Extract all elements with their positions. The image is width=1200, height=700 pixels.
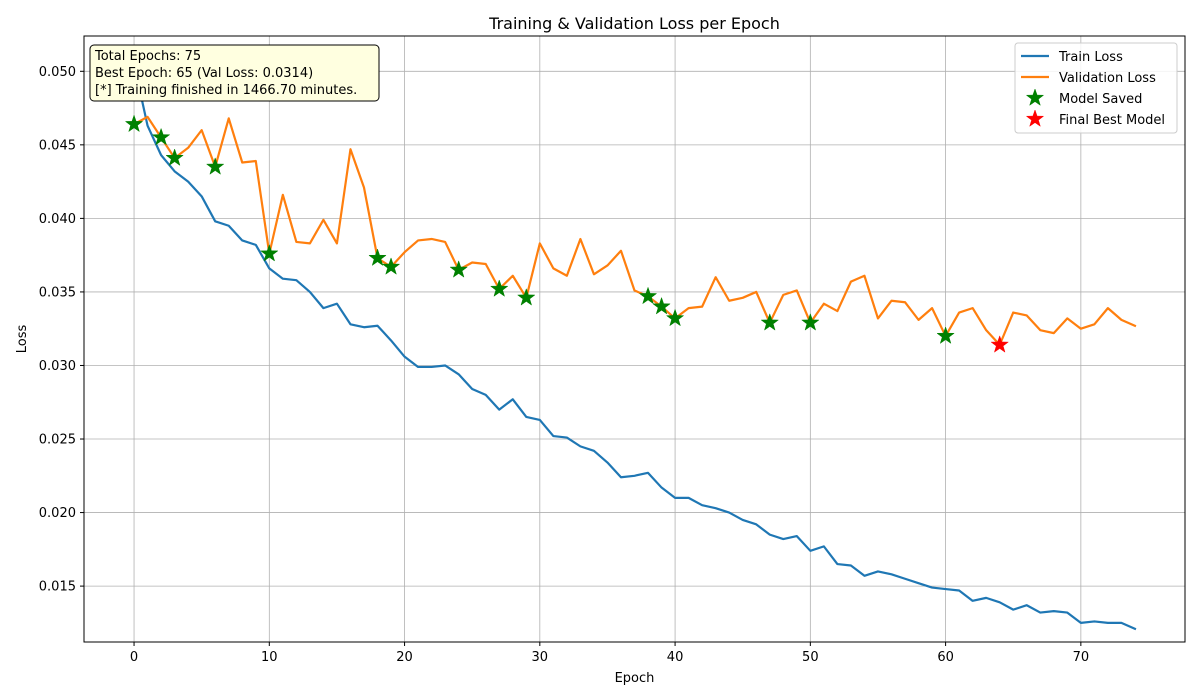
legend: Train Loss Validation Loss Model Saved Fina… [1014,42,1178,134]
model-saved-marker [124,114,144,133]
y-tick-label: 0.030 [39,359,76,374]
legend-label: Final Best Model [1059,113,1165,128]
x-tick-label: 30 [532,650,549,665]
legend-marker [1025,88,1045,106]
y-tick-label: 0.025 [39,433,76,448]
model-saved-marker [936,326,955,344]
model-saved-marker [260,243,279,262]
model-saved-marker [801,313,820,331]
info-line: Total Epochs: 75 [94,49,201,64]
info-box-background [89,44,380,102]
y-tick-label: 0.050 [39,65,76,80]
y-tick-label: 0.015 [39,580,76,595]
model-saved-marker [652,296,671,315]
y-tick-label: 0.020 [39,506,76,521]
legend-label: Train Loss [1058,50,1123,65]
series-final-best-model [990,335,1009,353]
model-saved-marker [638,286,658,305]
x-tick-label: 70 [1073,650,1090,665]
y-axis-label: Loss [15,325,30,354]
x-tick-label: 40 [667,650,684,665]
model-saved-marker [517,288,536,306]
plot-area [124,62,1137,631]
legend-label: Model Saved [1059,92,1142,107]
model-saved-marker [760,313,780,331]
x-tick-label: 20 [396,650,413,665]
x-tick-label: 60 [937,650,954,665]
series-line-validation-loss [132,115,1137,346]
y-tick-label: 0.040 [39,212,76,227]
training-info-box: Total Epochs: 75 Best Epoch: 65 (Val Loss… [89,44,380,102]
info-line: [*] Training finished in 1466.70 minutes… [95,83,357,98]
model-saved-marker [449,260,468,278]
model-saved-marker [205,157,225,175]
legend-marker [1025,109,1045,127]
model-saved-marker [151,127,171,146]
chart-title: Training & Validation Loss per Epoch [488,14,780,33]
x-tick-label: 0 [130,650,138,665]
y-tick-label: 0.035 [39,285,76,300]
model-saved-marker [665,308,685,327]
best-model-marker [990,335,1009,353]
y-tick-label: 0.045 [39,138,76,153]
model-saved-marker [489,279,509,297]
model-saved-marker [165,148,184,166]
axis-ticks: 0 10 20 30 40 50 60 70 0.015 0.020 0.025 0.030 0.035… [39,65,1089,665]
model-saved-marker [381,257,401,275]
series-line-train-loss [132,62,1137,631]
legend-frame [1014,42,1178,134]
x-tick-label: 10 [261,650,278,665]
x-tick-label: 50 [802,650,819,665]
info-line: Best Epoch: 65 (Val Loss: 0.0314) [95,66,313,81]
series-model-saved [124,114,955,344]
x-axis-label: Epoch [615,671,655,686]
axes-frame [83,35,1186,643]
legend-label: Validation Loss [1059,71,1156,86]
grid [84,36,1185,642]
model-saved-marker [368,248,387,266]
